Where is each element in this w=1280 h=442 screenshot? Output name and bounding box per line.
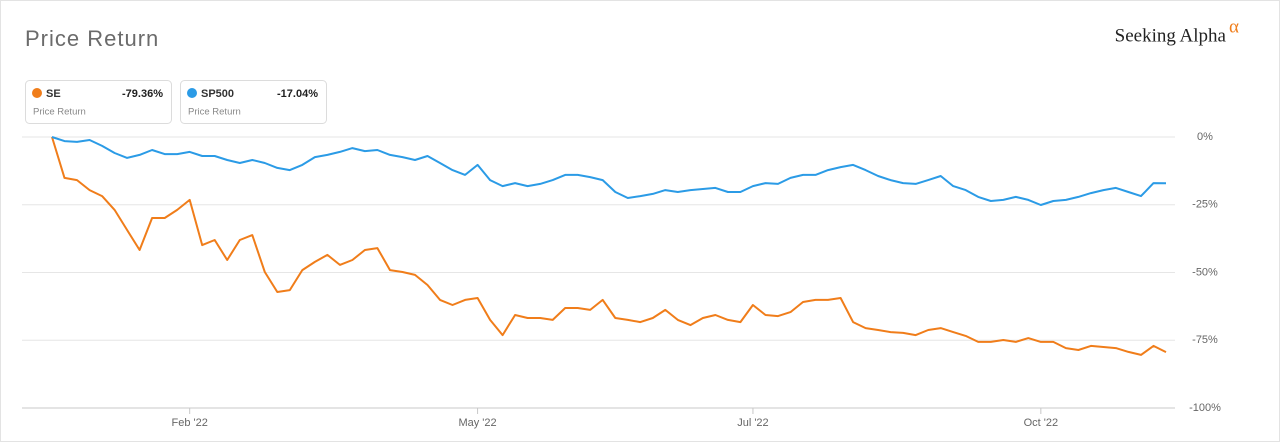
y-tick-label: -25% <box>1192 199 1218 211</box>
x-tick-label: Jul '22 <box>737 417 768 429</box>
brand: Seeking Alpha <box>1115 25 1227 46</box>
series-line <box>51 136 1167 206</box>
x-tick-label: May '22 <box>458 417 496 429</box>
y-tick-label: 0% <box>1197 131 1213 143</box>
legend-name: SE <box>46 88 61 100</box>
x-tick-label: Feb '22 <box>172 417 208 429</box>
y-tick-label: -100% <box>1189 402 1221 414</box>
y-tick-label: -50% <box>1192 266 1218 278</box>
legend-dot <box>187 88 197 98</box>
legend-return: -17.04% <box>277 88 318 100</box>
brand-mark: α <box>1229 16 1239 37</box>
legend-dot <box>32 88 42 98</box>
legend-caption: Price Return <box>33 107 86 118</box>
legend-box[interactable] <box>180 80 327 124</box>
legend-return: -79.36% <box>122 88 163 100</box>
legend-box[interactable] <box>25 80 172 124</box>
chart-title: Price Return <box>25 26 159 51</box>
series-line <box>51 136 1167 356</box>
legend-caption: Price Return <box>188 107 241 118</box>
y-tick-label: -75% <box>1192 334 1218 346</box>
legend-name: SP500 <box>201 88 234 100</box>
x-tick-label: Oct '22 <box>1024 417 1059 429</box>
